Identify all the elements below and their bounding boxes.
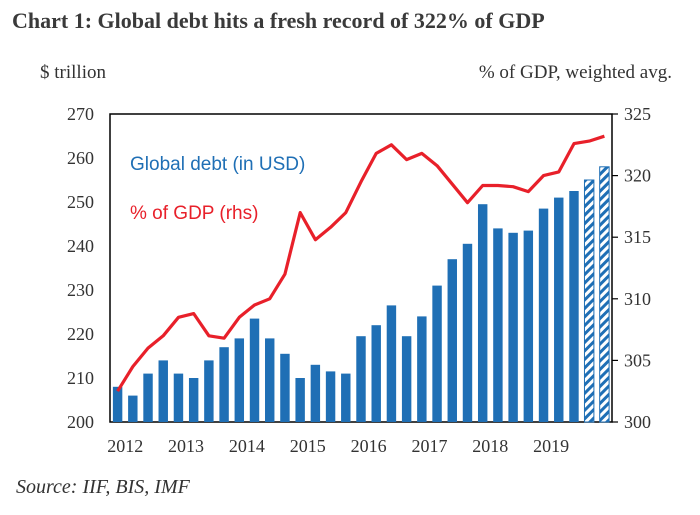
left-tick-label: 220 <box>67 324 94 344</box>
x-tick-label: 2014 <box>229 436 265 456</box>
debt-bar <box>477 204 488 422</box>
debt-bar <box>508 232 518 422</box>
legend-pct-gdp: % of GDP (rhs) <box>130 203 258 224</box>
x-tick-label: 2013 <box>168 436 204 456</box>
debt-bar <box>417 316 427 422</box>
left-tick-label: 230 <box>67 280 94 300</box>
left-tick-label: 210 <box>67 368 94 388</box>
debt-bar <box>295 378 305 422</box>
debt-bar <box>280 353 290 422</box>
source-note: Source: IIF, BIS, IMF <box>16 476 190 498</box>
debt-bar <box>173 373 184 422</box>
legend-global-debt: Global debt (in USD) <box>130 154 305 175</box>
debt-bar <box>219 347 229 422</box>
x-tick-label: 2017 <box>411 436 447 456</box>
debt-bar <box>386 305 397 422</box>
pct-gdp-line <box>116 134 605 393</box>
debt-bar-estimate <box>599 166 610 423</box>
debt-bar <box>432 285 442 422</box>
right-axis-unit: % of GDP, weighted avg. <box>478 62 672 83</box>
right-tick-label: 300 <box>624 412 651 432</box>
x-tick-label: 2016 <box>351 436 387 456</box>
debt-bar <box>462 243 473 422</box>
left-tick-label: 200 <box>67 412 94 432</box>
debt-bar <box>401 336 412 422</box>
debt-bar <box>249 318 260 422</box>
right-tick-label: 310 <box>624 289 651 309</box>
debt-bar <box>265 338 275 422</box>
debt-bar <box>310 364 321 422</box>
debt-bar <box>493 228 503 422</box>
left-tick-label: 270 <box>67 104 94 124</box>
left-tick-label: 250 <box>67 192 94 212</box>
x-tick-label: 2018 <box>472 436 508 456</box>
debt-bar <box>143 373 153 422</box>
left-axis-unit: $ trillion <box>40 62 106 83</box>
right-tick-label: 305 <box>624 350 651 370</box>
left-tick-label: 240 <box>67 236 94 256</box>
debt-bar <box>325 371 336 422</box>
x-tick-label: 2015 <box>290 436 326 456</box>
right-tick-label: 320 <box>624 166 651 186</box>
right-tick-label: 315 <box>624 227 651 247</box>
debt-bar <box>371 325 381 422</box>
debt-bar <box>554 197 564 422</box>
debt-bar <box>188 378 199 422</box>
x-tick-label: 2012 <box>107 436 143 456</box>
debt-bar <box>204 360 214 422</box>
debt-bar <box>234 338 245 422</box>
debt-bar <box>341 373 351 422</box>
chart-title: Chart 1: Global debt hits a fresh record… <box>12 8 545 33</box>
debt-bar <box>523 230 534 422</box>
debt-bar <box>158 360 168 422</box>
debt-bar <box>447 259 457 422</box>
debt-bar <box>538 208 549 422</box>
left-tick-label: 260 <box>67 148 94 168</box>
debt-bar-estimate <box>583 179 595 423</box>
debt-bar <box>128 395 138 422</box>
x-tick-label: 2019 <box>533 436 569 456</box>
right-tick-label: 325 <box>624 104 651 124</box>
debt-bar <box>569 191 579 422</box>
debt-bar <box>112 386 123 422</box>
debt-bar <box>356 336 366 422</box>
